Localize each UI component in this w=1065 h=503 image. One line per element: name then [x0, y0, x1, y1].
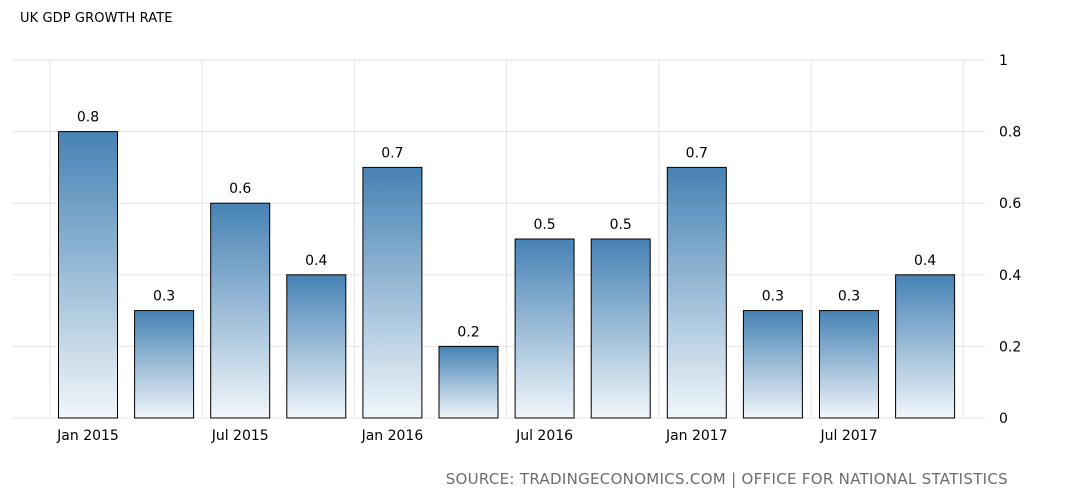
- data-label: 0.7: [686, 145, 708, 161]
- bar-chart: 0.8 0.3 0.6 0.4 0.7 0.2 0.5 0.5 0.7 0.3 0.3 0.4 Jan…: [12, 53, 1021, 444]
- y-tick-label: 0: [999, 411, 1008, 427]
- data-label: 0.3: [153, 289, 175, 305]
- bars: [58, 131, 956, 419]
- data-label: 0.7: [381, 145, 403, 161]
- source-note: SOURCE: TRADINGECONOMICS.COM | OFFICE FO…: [445, 470, 1008, 488]
- y-tick-label: 0.6: [999, 196, 1021, 212]
- bar: [58, 131, 118, 419]
- data-label: 0.4: [305, 253, 327, 269]
- y-tick-label: 0.8: [999, 125, 1021, 141]
- bar: [362, 166, 423, 419]
- y-tick-label: 0.4: [999, 268, 1021, 284]
- bar: [819, 310, 879, 419]
- x-tick-label: Jul 2015: [211, 428, 269, 444]
- x-tick-label: Jul 2016: [515, 428, 573, 444]
- data-label: 0.3: [762, 289, 784, 305]
- y-tick-label: 1: [999, 53, 1008, 69]
- bar: [134, 310, 195, 419]
- x-axis-ticks: Jan 2015 Jul 2015 Jan 2016 Jul 2016 Jan 2017…: [56, 428, 877, 444]
- bar: [514, 238, 575, 419]
- data-label: 0.3: [838, 289, 860, 305]
- data-label: 0.2: [457, 324, 479, 340]
- data-label: 0.5: [610, 217, 632, 233]
- data-label: 0.6: [229, 181, 251, 197]
- y-axis-ticks: 0 0.2 0.4 0.6 0.8 1: [999, 53, 1021, 427]
- data-labels: 0.8 0.3 0.6 0.4 0.7 0.2 0.5 0.5 0.7 0.3 0.3 0.4: [77, 110, 936, 341]
- y-tick-label: 0.2: [999, 339, 1021, 355]
- data-label: 0.8: [77, 110, 99, 126]
- bar: [895, 274, 956, 419]
- bar: [210, 202, 271, 419]
- bar: [666, 166, 727, 419]
- bar: [286, 274, 347, 419]
- data-label: 0.5: [533, 217, 555, 233]
- x-tick-label: Jan 2016: [361, 428, 424, 444]
- bar: [590, 238, 651, 419]
- bar: [438, 345, 499, 419]
- x-tick-label: Jan 2017: [665, 428, 728, 444]
- bar: [742, 310, 803, 419]
- x-tick-label: Jan 2015: [56, 428, 119, 444]
- data-label: 0.4: [914, 253, 936, 269]
- chart-title: UK GDP GROWTH RATE: [20, 11, 173, 26]
- x-tick-label: Jul 2017: [820, 428, 878, 444]
